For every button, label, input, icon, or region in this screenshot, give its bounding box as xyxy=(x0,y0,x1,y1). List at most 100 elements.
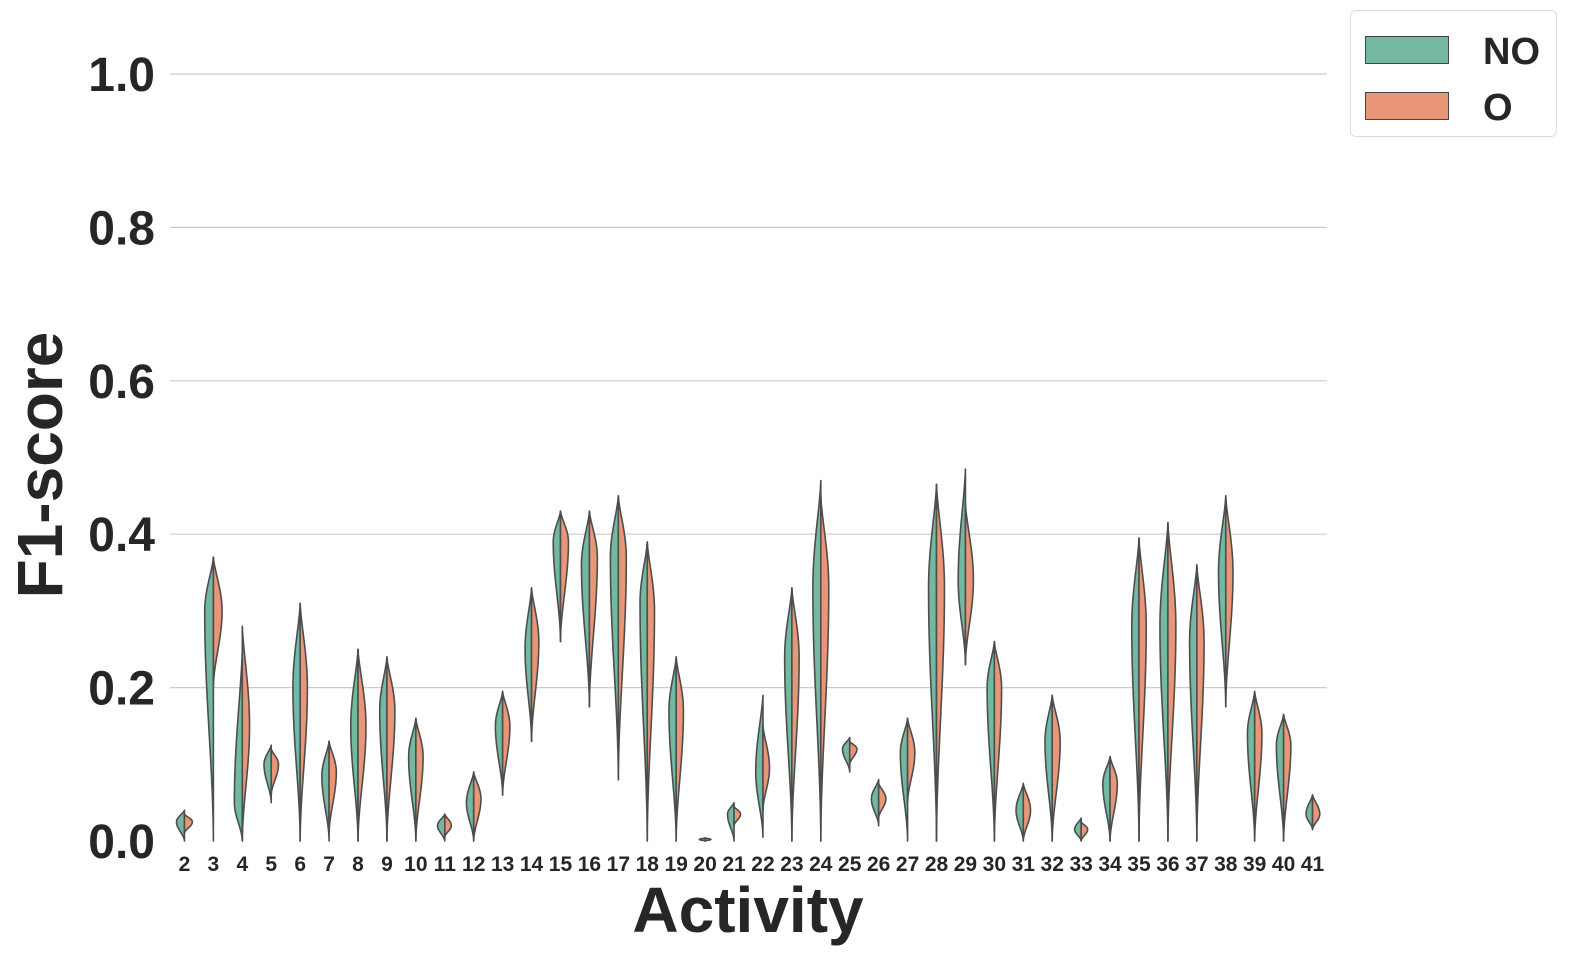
violin-half-no xyxy=(1305,794,1314,831)
violin-half-no xyxy=(378,656,388,842)
violin-activity-27 xyxy=(899,717,916,842)
x-tick-label: 20 xyxy=(693,853,716,876)
violin-half-o xyxy=(270,748,280,796)
violin-activity-13 xyxy=(494,690,511,796)
violin-half-no xyxy=(899,717,909,842)
violin-activity-4 xyxy=(233,625,251,842)
violin-half-no xyxy=(957,468,967,666)
violin-half-no xyxy=(1217,495,1227,708)
violin-activity-25 xyxy=(841,736,858,773)
violin-activity-34 xyxy=(1102,755,1119,842)
x-tick-label: 35 xyxy=(1127,853,1151,876)
legend: NO O xyxy=(1350,10,1557,137)
violin-half-o xyxy=(1282,713,1292,842)
violin-activity-5 xyxy=(263,744,280,804)
violin-half-no xyxy=(698,837,706,842)
violin-half-no xyxy=(609,495,620,781)
x-tick-label: 13 xyxy=(491,853,514,876)
violin-activity-20 xyxy=(698,837,712,842)
violin-half-no xyxy=(494,690,504,796)
violin-half-o xyxy=(820,495,830,842)
violin-activity-17 xyxy=(609,495,628,781)
legend-swatch-o xyxy=(1365,92,1449,120)
violin-half-o xyxy=(646,541,656,842)
violin-half-no xyxy=(1246,690,1256,842)
violin-half-o xyxy=(212,556,223,689)
violin-half-no xyxy=(1159,521,1169,842)
violin-activity-37 xyxy=(1188,564,1205,842)
violin-half-o xyxy=(443,813,453,838)
x-tick-label: 18 xyxy=(636,853,660,876)
violin-half-no xyxy=(1130,537,1140,842)
y-tick-label: 0.4 xyxy=(88,509,155,562)
violin-activity-24 xyxy=(812,479,830,842)
violin-half-o xyxy=(357,648,367,842)
violin-half-o xyxy=(559,510,570,643)
violin-half-no xyxy=(870,778,880,827)
violin-half-no xyxy=(639,541,649,842)
y-tick-label: 0.8 xyxy=(88,202,155,255)
x-tick-label: 16 xyxy=(578,853,601,876)
x-tick-label: 32 xyxy=(1041,853,1064,876)
violin-half-o xyxy=(1253,690,1263,842)
violin-half-no xyxy=(524,587,533,743)
violin-half-o xyxy=(241,625,251,842)
x-tick-label: 29 xyxy=(954,853,977,876)
x-tick-label: 19 xyxy=(665,853,688,876)
violin-half-no xyxy=(927,483,938,842)
violin-half-o xyxy=(733,805,742,827)
x-tick-label: 34 xyxy=(1098,853,1122,876)
violin-activity-15 xyxy=(552,510,570,643)
legend-swatch-no xyxy=(1365,36,1449,64)
violin-half-no xyxy=(292,602,301,842)
violin-half-o xyxy=(1138,537,1148,842)
violin-half-o xyxy=(1311,794,1321,831)
violin-half-o xyxy=(1167,521,1177,842)
violin-half-no xyxy=(754,694,764,838)
x-tick-label: 30 xyxy=(983,853,1006,876)
violin-half-no xyxy=(321,740,330,842)
x-tick-label: 5 xyxy=(265,853,277,876)
violin-activity-23 xyxy=(783,587,800,842)
violin-half-no xyxy=(580,510,591,708)
violin-half-no xyxy=(1044,694,1054,842)
violin-activity-39 xyxy=(1246,690,1263,842)
x-tick-label: 28 xyxy=(925,853,949,876)
x-tick-label: 23 xyxy=(780,853,803,876)
violin-half-o xyxy=(530,587,540,743)
x-tick-label: 10 xyxy=(404,853,427,876)
x-tick-label: 25 xyxy=(838,853,862,876)
violin-half-o xyxy=(1196,564,1205,842)
violin-activity-36 xyxy=(1159,521,1177,842)
x-tick-label: 4 xyxy=(236,853,248,876)
x-tick-label: 26 xyxy=(867,853,890,876)
x-tick-label: 3 xyxy=(208,853,220,876)
violins xyxy=(175,468,1321,842)
violin-half-o xyxy=(762,725,771,812)
violin-half-no xyxy=(436,813,446,842)
violin-activity-3 xyxy=(203,556,223,842)
violin-half-no xyxy=(986,640,996,842)
violin-half-no xyxy=(1102,755,1111,842)
violin-half-o xyxy=(472,771,482,842)
y-tick-label: 1.0 xyxy=(88,49,155,102)
violin-activity-2 xyxy=(175,809,194,842)
x-tick-label: 24 xyxy=(809,853,833,876)
violin-half-no xyxy=(349,648,359,842)
violin-activity-19 xyxy=(668,656,685,842)
x-tick-label: 2 xyxy=(179,853,191,876)
violin-activity-41 xyxy=(1305,794,1321,831)
violin-half-no xyxy=(841,736,851,773)
violin-activity-35 xyxy=(1130,537,1148,842)
violin-activity-9 xyxy=(378,656,396,842)
violin-half-no xyxy=(203,556,215,842)
x-tick-label: 33 xyxy=(1069,853,1092,876)
violin-activity-33 xyxy=(1073,817,1089,842)
violin-half-no xyxy=(1188,564,1198,842)
violin-activity-14 xyxy=(524,587,540,743)
violin-half-o xyxy=(935,483,946,842)
x-tick-label: 6 xyxy=(294,853,306,876)
violin-activity-16 xyxy=(580,510,599,708)
